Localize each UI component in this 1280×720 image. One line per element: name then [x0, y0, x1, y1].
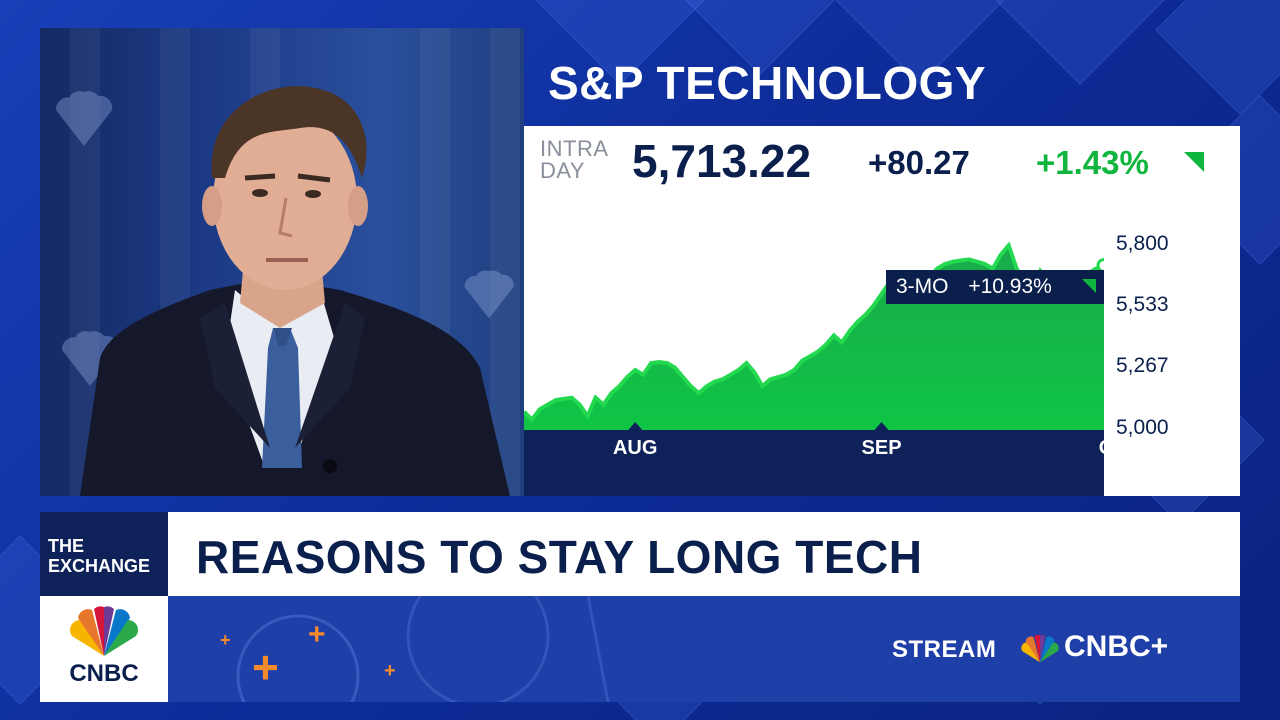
period-change: +10.93% [968, 275, 1052, 298]
price-value: 5,713.22 [632, 135, 812, 187]
studio-video-feed [40, 28, 524, 496]
x-tick-label: SEP [861, 437, 902, 459]
plus-accent-icon: + [252, 641, 279, 693]
x-tick-label: OCT [1098, 437, 1141, 459]
period-badge: 3-MO +10.93% [886, 270, 1104, 304]
peacock-logo-icon [1021, 634, 1059, 663]
show-tag-line1: THE [48, 536, 84, 556]
bottom-bar [168, 596, 1240, 702]
plus-accent-icon: + [384, 660, 396, 682]
intraday-label-line1: INTRA [540, 136, 609, 161]
stock-chart-panel: INTRA DAY 5,713.22 +80.27 +1.43% 3-MO +1… [524, 126, 1240, 496]
y-tick-label: 5,533 [1116, 293, 1169, 317]
x-tick-marker [628, 422, 643, 430]
up-arrow-icon [1082, 279, 1096, 293]
x-axis-strip [524, 430, 1104, 496]
intraday-label-line2: DAY [540, 158, 586, 183]
quote-row: INTRA DAY 5,713.22 +80.27 +1.43% [524, 126, 1240, 194]
y-tick-label: 5,000 [1116, 416, 1169, 439]
plus-accent-icon: + [220, 630, 231, 650]
chart-plot: 3-MO +10.93% [524, 194, 1104, 496]
headline: REASONS TO STAY LONG TECH [196, 531, 923, 583]
bottom-bar-pattern [236, 596, 610, 702]
plus-accent-icon: + [308, 618, 326, 651]
guest-figure [80, 86, 510, 496]
price-change: +80.27 [868, 144, 970, 181]
stream-label: STREAM [892, 636, 997, 663]
show-tag-line2: EXCHANGE [48, 556, 151, 576]
price-change-percent: +1.43% [1036, 144, 1149, 181]
peacock-backdrop-icon [55, 91, 113, 146]
chart-title: S&P TECHNOLOGY [548, 57, 987, 109]
series-line [524, 241, 1104, 423]
last-point-marker [1096, 258, 1104, 274]
x-tick-marker [874, 422, 889, 430]
show-tag: THE EXCHANGE [40, 512, 168, 596]
intraday-label: INTRA DAY [540, 138, 630, 182]
network-logo-text: CNBC [69, 660, 139, 687]
period-label: 3-MO [896, 275, 949, 298]
stream-brand: CNBC+ [1064, 630, 1169, 663]
headline-bar: REASONS TO STAY LONG TECH [168, 512, 1240, 596]
y-tick-label: 5,800 [1116, 231, 1169, 255]
y-tick-label: 5,267 [1116, 354, 1169, 378]
x-tick-label: AUG [612, 437, 658, 459]
network-logo: CNBC [40, 596, 168, 702]
peacock-backdrop-icon [464, 270, 514, 319]
peacock-logo-icon [70, 606, 138, 656]
background-tile [995, 0, 1165, 85]
up-arrow-icon [1184, 152, 1204, 172]
